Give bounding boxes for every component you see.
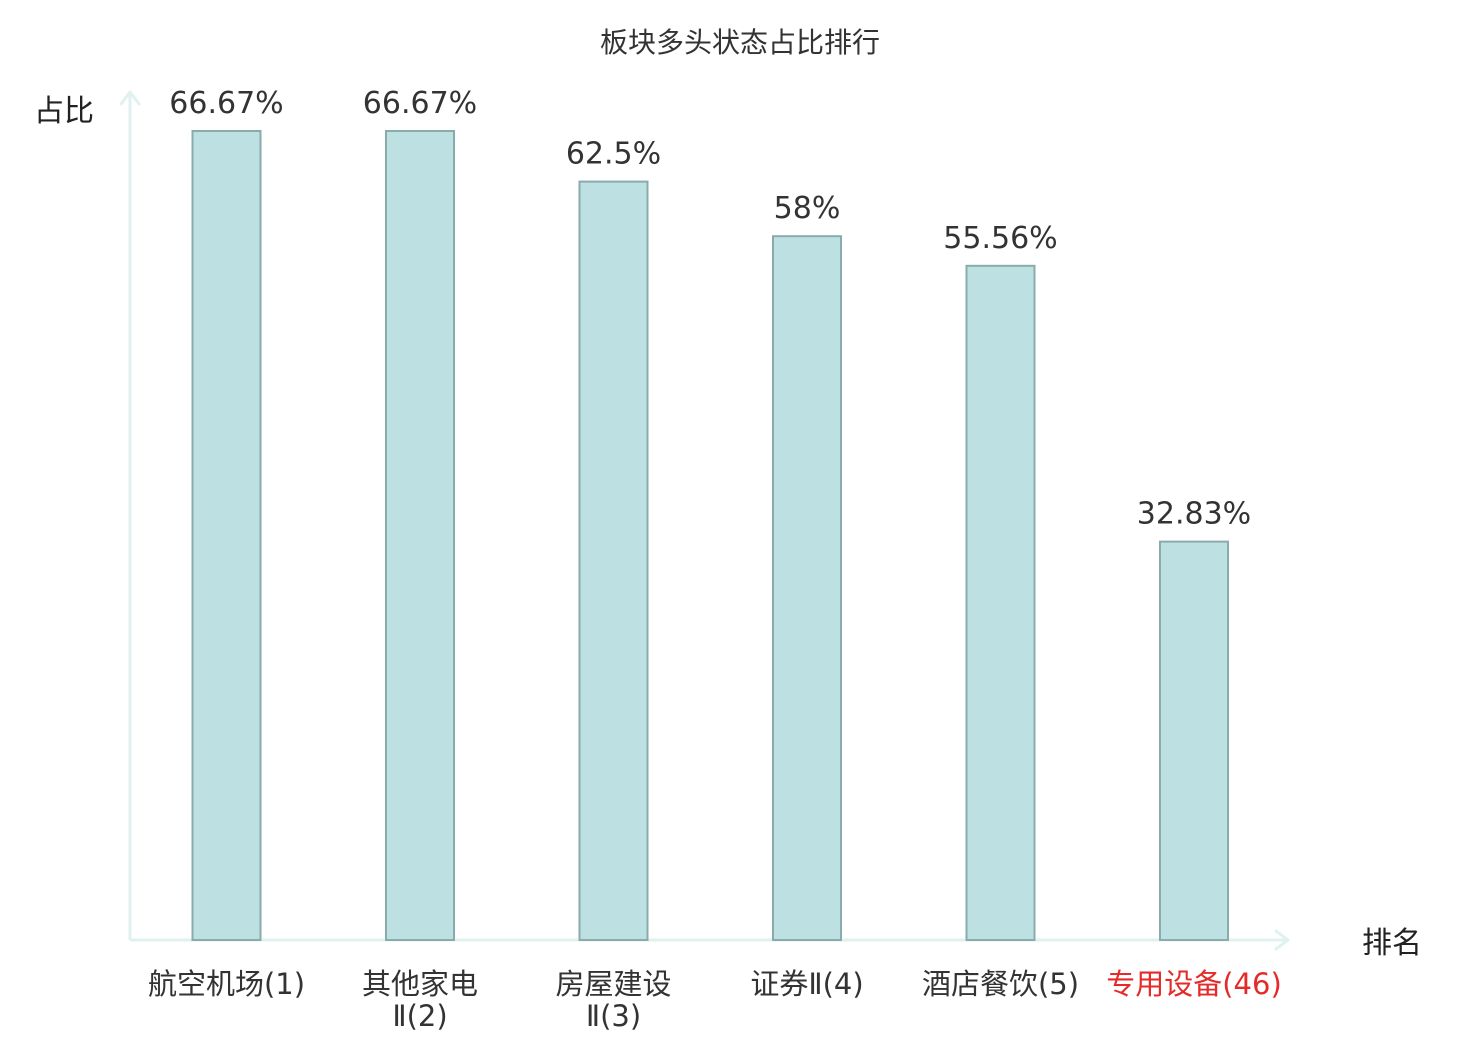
- value-labels-group: 66.67% 66.67% 62.5% 58% 55.56% 32.83%: [169, 86, 1251, 532]
- bar-value-label: 55.56%: [943, 221, 1057, 256]
- y-axis-arrow: [119, 90, 141, 106]
- x-tick-label-line1: 其他家电: [362, 967, 478, 1001]
- x-tick-labels-group: 航空机场(1) 其他家电 Ⅱ(2) 房屋建设 Ⅱ(3) 证券Ⅱ(4) 酒店餐饮(5) 专用设备…: [148, 967, 1282, 1033]
- x-tick-label: 专用设备(46): [1106, 967, 1282, 1001]
- x-tick-label: 酒店餐饮(5): [922, 967, 1079, 1001]
- y-axis-label: 占比: [34, 94, 94, 129]
- x-axis-label: 排名: [1362, 926, 1422, 961]
- bar-value-label: 32.83%: [1137, 497, 1251, 532]
- bar-value-label: 62.5%: [566, 137, 661, 172]
- x-axis-arrow: [1274, 929, 1290, 951]
- bar-value-label: 58%: [774, 191, 841, 226]
- bar: [191, 130, 262, 941]
- x-tick-label-line2: Ⅱ(3): [586, 999, 641, 1033]
- x-tick-label-line2: Ⅱ(2): [392, 999, 447, 1033]
- bar-value-label: 66.67%: [363, 86, 477, 121]
- bar-value-label: 66.67%: [169, 86, 283, 121]
- axes: [119, 90, 1290, 951]
- bars-group: [191, 130, 1229, 942]
- bar: [385, 130, 455, 941]
- bar: [578, 180, 649, 942]
- x-tick-label: 其他家电 Ⅱ(2): [362, 967, 478, 1033]
- bar: [965, 264, 1036, 941]
- x-tick-label: 航空机场(1): [148, 967, 305, 1001]
- x-tick-label-line1: 房屋建设: [555, 967, 671, 1001]
- bar: [1159, 540, 1229, 941]
- bar: [772, 235, 842, 941]
- chart-title: 板块多头状态占比排行: [600, 26, 880, 59]
- x-tick-label: 证券Ⅱ(4): [750, 967, 863, 1001]
- x-tick-label: 房屋建设 Ⅱ(3): [555, 967, 671, 1033]
